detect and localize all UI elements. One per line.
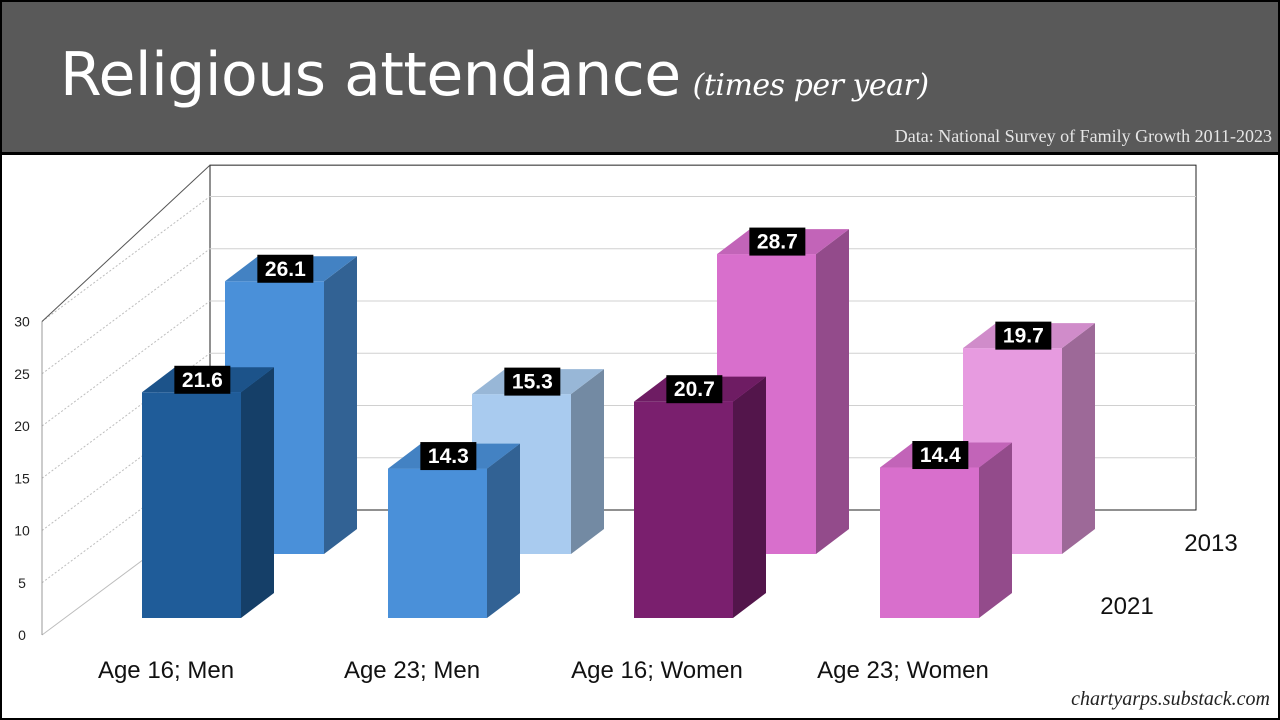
data-source-note: Data: National Survey of Family Growth 2… (894, 126, 1272, 146)
x-category-label: Age 16; Women (571, 657, 743, 684)
bar-2021-3 (880, 442, 1012, 618)
axis-layer: 0 5 10 15 20 25 30 Age 16; Men Age 23; Men Age 16… (14, 314, 1237, 685)
chart-title-text: Religious attendance (60, 40, 681, 110)
bar-front-face (142, 392, 241, 618)
data-label: 21.6 (174, 365, 231, 394)
bar-2013-1 (472, 369, 604, 554)
side-gridline (41, 196, 211, 322)
chart-subtitle: (times per year) (692, 68, 929, 103)
bar-side-face (487, 443, 520, 618)
data-label: 20.7 (666, 375, 723, 404)
x-category-label: Age 23; Women (817, 657, 989, 684)
side-gridline (41, 405, 211, 531)
data-label-layer: 21.6 14.3 20.7 14.4 26.1 15.3 28.7 19.7 (174, 227, 1052, 471)
bar-side-face (241, 367, 274, 618)
data-label-text: 14.4 (920, 444, 961, 467)
y-tick-label: 5 (18, 575, 26, 591)
data-label-box (174, 365, 231, 394)
data-label-text: 21.6 (182, 369, 223, 392)
data-label: 14.4 (912, 441, 969, 470)
bar-side-face (979, 442, 1012, 618)
data-label-text: 15.3 (512, 371, 553, 394)
bar-2021-0 (142, 367, 274, 618)
bar-front-face (388, 468, 487, 618)
data-label-box (666, 375, 723, 404)
data-label-text: 26.1 (265, 258, 306, 281)
data-label-box (257, 254, 314, 283)
side-gridline (41, 300, 211, 427)
depth-axis-label: 2013 (1184, 530, 1237, 557)
chart-title: Religious attendance (times per year) (60, 40, 929, 110)
side-wall-top-edge (41, 164, 211, 322)
data-label: 26.1 (257, 254, 314, 283)
data-label-box (420, 442, 477, 471)
data-label-text: 19.7 (1003, 325, 1044, 348)
y-tick-label: 10 (14, 523, 30, 539)
data-label-text: 20.7 (674, 378, 715, 401)
bar-front-face (880, 467, 979, 618)
y-tick-label: 15 (14, 470, 30, 486)
data-label: 14.3 (420, 442, 477, 471)
y-tick-label: 25 (14, 366, 30, 382)
credit-url: chartyarps.substack.com (1071, 688, 1270, 710)
bar-side-face (733, 376, 766, 618)
data-label: 19.7 (995, 321, 1052, 350)
depth-axis-label: 2021 (1100, 593, 1153, 620)
bar-side-face (816, 229, 849, 554)
y-tick-label: 20 (14, 418, 30, 434)
side-gridline (41, 248, 211, 375)
y-tick-label: 0 (18, 627, 26, 643)
x-category-label: Age 16; Men (98, 657, 234, 684)
bar-side-face (571, 369, 604, 554)
x-category-label: Age 23; Men (344, 657, 480, 684)
data-label-text: 14.3 (428, 445, 469, 468)
side-gridline (41, 352, 211, 479)
title-banner: Religious attendance (times per year) Dat… (2, 2, 1278, 155)
data-label-box (749, 227, 806, 256)
data-label-box (504, 367, 561, 396)
data-label-box (995, 321, 1052, 350)
data-label-text: 28.7 (757, 231, 798, 254)
data-label: 28.7 (749, 227, 806, 256)
bar-side-face (1062, 323, 1095, 554)
data-label-box (912, 441, 969, 470)
bar-side-face (324, 256, 357, 554)
bar-front-face (634, 401, 733, 618)
data-label: 15.3 (504, 367, 561, 396)
bar-2021-2 (634, 376, 766, 618)
y-tick-label: 30 (14, 314, 30, 330)
side-gridline (41, 457, 211, 584)
